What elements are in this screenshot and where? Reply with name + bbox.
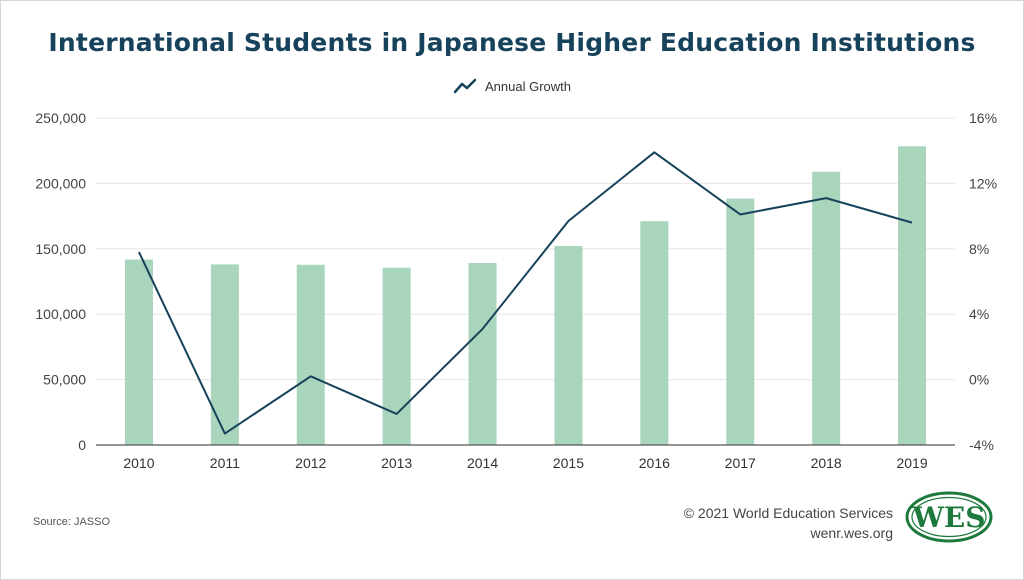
bar [296,264,325,445]
copyright-text: © 2021 World Education Services [683,505,893,521]
x-tick-label: 2015 [553,455,584,471]
x-tick-label: 2011 [210,455,240,471]
source-note: Source: JASSO [33,516,111,528]
y-right-tick-label: 0% [969,372,989,388]
x-tick-label: 2016 [639,455,670,471]
y-left-tick-label: 100,000 [35,306,86,322]
credit-block: © 2021 World Education Services wenr.wes… [684,503,893,543]
y-left-tick-label: 200,000 [35,175,86,191]
x-tick-label: 2017 [725,455,756,471]
website-text: wenr.wes.org [810,525,893,541]
line-legend-icon [453,78,477,94]
y-right-tick-label: 4% [969,306,989,322]
y-left-tick-label: 150,000 [35,241,86,257]
x-tick-label: 2014 [467,455,498,471]
y-right-tick-label: 12% [969,175,997,191]
bar [898,146,927,445]
y-left-tick-label: 50,000 [43,372,86,388]
x-tick-label: 2018 [811,455,842,471]
bar [640,221,669,445]
bar [468,262,497,445]
x-tick-label: 2013 [381,455,412,471]
y-right-tick-label: 8% [969,241,989,257]
y-right-tick-label: 16% [969,110,997,126]
x-tick-label: 2010 [123,455,154,471]
y-left-tick-label: 250,000 [35,110,86,126]
bar [726,198,755,445]
bar [554,246,583,445]
y-left-tick-label: 0 [78,437,86,453]
wes-logo: WES [905,491,993,543]
y-right-tick-label: -4% [969,437,994,453]
x-tick-label: 2012 [295,455,326,471]
bar [812,171,841,445]
wes-logo-text: WES [911,501,985,534]
legend-label-annual-growth: Annual Growth [485,78,571,94]
bar [124,259,153,445]
x-tick-label: 2019 [896,455,927,471]
legend: Annual Growth [0,76,1024,96]
bar [382,267,411,445]
bar [210,264,239,445]
chart-title: International Students in Japanese Highe… [48,28,976,57]
annual-growth-line [138,151,913,435]
